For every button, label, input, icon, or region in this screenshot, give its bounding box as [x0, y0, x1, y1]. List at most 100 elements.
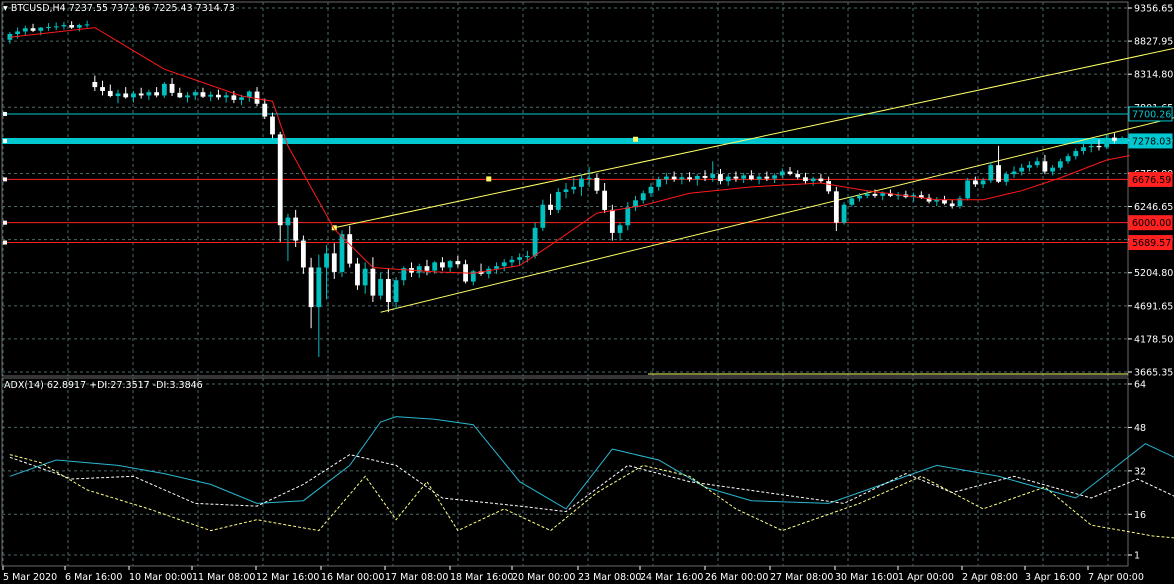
candle-bear [1112, 137, 1117, 141]
candle-bull [1003, 174, 1009, 182]
candle-bear [926, 197, 932, 202]
candle-bull [563, 189, 569, 192]
candle-bear [602, 190, 608, 210]
candle-bull [1034, 161, 1040, 166]
candle-bull [192, 92, 198, 96]
price-tick-label: 4691.65 [1134, 301, 1173, 312]
candle-bull [957, 198, 963, 207]
time-tick-label: 27 Mar 08:00 [770, 572, 833, 583]
candle-bull [378, 278, 384, 296]
candle-bull [53, 26, 59, 28]
candle-bear [609, 209, 615, 233]
candle-bull [517, 257, 523, 260]
level-anchor-marker [3, 177, 7, 182]
channel-line [380, 117, 1174, 313]
candle-bull [76, 25, 82, 28]
adx-tick-label: 32 [1134, 466, 1146, 477]
candle-bull [1050, 167, 1056, 172]
candle-bull [416, 266, 422, 273]
price-tag-label: 5689.57 [1132, 238, 1171, 249]
candle-bull [470, 271, 476, 282]
candle-bull [679, 177, 685, 180]
adx-tick-label: 16 [1134, 510, 1146, 521]
candle-bear [918, 195, 924, 198]
candle-bull [316, 267, 322, 308]
time-tick-label: 1 Apr 00:00 [898, 572, 954, 583]
candle-bear [293, 217, 299, 241]
time-tick-label: 2 Apr 08:00 [962, 572, 1018, 583]
time-tick-label: 16 Mar 00:00 [321, 572, 384, 583]
main-panel-frame [1, 1, 1129, 377]
candle-bull [864, 193, 870, 196]
candle-bull [246, 91, 252, 98]
time-tick-label: 3 Apr 16:00 [1025, 572, 1081, 583]
candle-bear [424, 266, 430, 271]
candle-bear [888, 193, 893, 196]
candle-bear [30, 28, 36, 31]
price-tick-label: 3665.35 [1134, 368, 1173, 379]
candle-bear [92, 81, 98, 88]
candle-bull [532, 227, 538, 256]
candle-bear [355, 263, 360, 286]
candle-bear [385, 278, 391, 302]
candle-bull [579, 178, 584, 187]
time-tick-label: 5 Mar 2020 [3, 572, 57, 583]
candle-bull [185, 95, 190, 98]
candle-bull [540, 204, 546, 228]
candle-bull [131, 93, 136, 98]
candle-bear [440, 262, 445, 268]
candle-bull [208, 94, 214, 97]
dropdown-arrow-icon[interactable]: ▾ [3, 3, 8, 14]
price-tick-label: 5204.80 [1134, 268, 1173, 279]
candle-bear [331, 253, 337, 272]
candle-bull [1119, 138, 1125, 141]
candle-bull [741, 175, 747, 179]
price-tag-label: 6676.59 [1132, 175, 1171, 186]
candle-bull [648, 186, 654, 194]
price-tick-label: 4178.50 [1134, 334, 1173, 345]
candle-bull [710, 174, 716, 178]
time-tick-label: 23 Mar 08:00 [578, 572, 641, 583]
candle-bear [594, 177, 600, 191]
candle-bull [524, 255, 530, 258]
candle-bull [779, 171, 785, 176]
candle-bull [725, 176, 731, 182]
candle-bull [694, 175, 700, 180]
adx-tick-label: 64 [1134, 380, 1146, 391]
price-tag-label: 6000.00 [1132, 218, 1171, 229]
candle-bear [803, 177, 808, 182]
candle-bull [339, 234, 345, 272]
candle-bull [625, 207, 631, 226]
candle-bull [46, 26, 51, 28]
candle-bull [810, 178, 816, 182]
candle-bull [1027, 165, 1032, 168]
level-anchor-marker [3, 111, 7, 116]
candle-bull [509, 259, 515, 263]
moving-average-line [9, 27, 1130, 274]
time-tick-label: 24 Mar 16:00 [640, 572, 703, 583]
price-tick-label: 6246.65 [1134, 202, 1173, 213]
price-tick-label: 8314.80 [1134, 70, 1173, 81]
time-tick-label: 6 Mar 16:00 [65, 572, 122, 583]
candle-bear [795, 174, 801, 178]
candle-bull [15, 31, 20, 35]
time-tick-label: 12 Mar 16:00 [256, 572, 319, 583]
candle-bull [633, 200, 638, 208]
price-tag [1128, 106, 1173, 122]
candle-bear [177, 92, 183, 98]
candle-bear [1042, 161, 1048, 172]
candle-bull [432, 262, 438, 271]
indicator-panel-frame [1, 377, 1129, 567]
candle-bull [664, 176, 669, 180]
candle-bear [748, 175, 754, 180]
price-tag-label: 7700.26 [1132, 109, 1171, 120]
price-tag [1128, 235, 1173, 251]
candle-bear [818, 178, 824, 182]
candle-bull [772, 175, 777, 179]
candle-bear [949, 203, 955, 207]
candle-bear [1096, 145, 1102, 148]
channel-anchor-point [633, 136, 639, 142]
time-tick-label: 18 Mar 16:00 [450, 572, 513, 583]
